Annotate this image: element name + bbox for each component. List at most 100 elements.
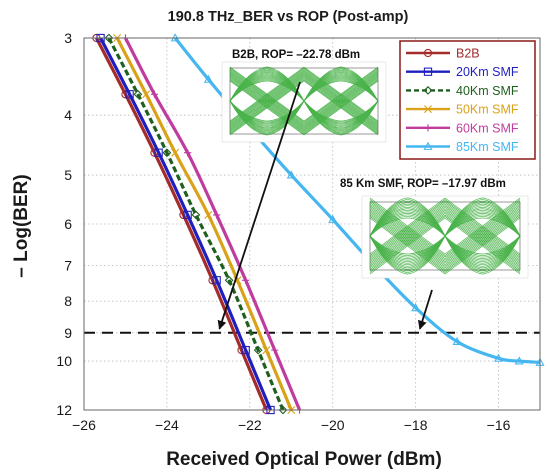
eye-trace (444, 235, 521, 259)
legend-box (399, 40, 536, 160)
eye-trace (369, 235, 446, 263)
x-tick-label: −24 (155, 417, 179, 433)
eye-trace (444, 211, 521, 269)
legend-item-40km-smf: 40Km SMF (406, 84, 519, 98)
eye-trace (229, 100, 305, 136)
eye-trace (369, 235, 446, 267)
eye-trace (229, 75, 305, 102)
eye-trace (303, 73, 379, 102)
plot-frame (83, 37, 541, 411)
eye-trace (369, 214, 446, 272)
x-tick-label: −26 (72, 417, 96, 433)
data-point-60km-smf (150, 90, 159, 98)
eye-trace (229, 74, 305, 102)
eye-traces (369, 197, 521, 275)
data-point-85km-smf (328, 214, 338, 223)
data-point-40km-smf (162, 148, 172, 158)
legend: B2B 20Km SMF 40Km SMF 50Km SMF 60Km SMF 85Km … (399, 40, 536, 160)
eye-trace (303, 80, 379, 102)
eye-trace (303, 76, 379, 102)
eye-trace (369, 235, 446, 264)
eye-trace (369, 211, 446, 269)
eye-trace (369, 206, 446, 237)
eye-trace (229, 78, 305, 134)
data-point-85km-smf (494, 353, 504, 362)
eye-trace (229, 76, 305, 102)
data-point-60km-smf (242, 276, 250, 284)
eye-trace (369, 235, 446, 272)
eye-trace (303, 100, 379, 126)
eye-trace (229, 77, 305, 102)
x-axis-label: Received Optical Power (dBm) (166, 449, 442, 470)
annotation-b2b-label: B2B, ROP= –22.78 dBm (232, 49, 360, 61)
eye-trace (444, 199, 521, 256)
eye-traces (229, 66, 379, 136)
chart-title: 190.8 THz_BER vs ROP (Post-amp) (168, 9, 409, 25)
eye-trace (303, 78, 379, 102)
y-tick-label: 3 (64, 30, 72, 46)
annotation-arrow (217, 81, 301, 330)
legend-label-20km-smf: 20Km SMF (456, 65, 519, 79)
eye-trace (444, 206, 521, 237)
eye-trace (303, 79, 379, 102)
legend-label-60km-smf: 60Km SMF (456, 121, 519, 135)
eye-diagram-b2b-inset (221, 61, 387, 143)
ticks-layer: −26 −24 −22 −20 −18 −16 3 4 5 6 7 8 9 10 12 (56, 30, 510, 433)
eye-trace (303, 74, 379, 102)
eye-trace (303, 100, 379, 136)
annotation-arrow (417, 289, 433, 330)
eye-trace (229, 80, 305, 102)
eye-trace (369, 199, 446, 256)
legend-marker-85km-smf (423, 141, 433, 150)
legend-marker-40km-smf (423, 86, 433, 95)
series-40km-smf (104, 33, 288, 415)
eye-trace (369, 235, 446, 273)
eye-trace (369, 209, 446, 237)
annotation-85km-label: 85 Km SMF, ROP= –17.97 dBm (340, 178, 506, 190)
y-tick-label: 8 (64, 293, 72, 309)
data-point-85km-smf (452, 336, 462, 346)
y-tick-label: 10 (56, 353, 72, 369)
eye-trace (369, 216, 446, 237)
eye-trace (369, 235, 446, 255)
eye-trace (229, 76, 305, 131)
data-point-50km-smf (171, 148, 180, 157)
eye-trace (444, 235, 521, 267)
data-point-50km-smf (204, 210, 213, 219)
data-point-50km-smf (142, 90, 151, 99)
eye-trace (444, 200, 521, 237)
eye-trace (369, 235, 446, 259)
eye-trace (444, 235, 521, 275)
eye-trace (444, 216, 521, 237)
legend-marker-b2b (423, 48, 433, 58)
legend-item-85km-smf: 85Km SMF (406, 140, 519, 154)
eye-trace (369, 213, 446, 270)
legend-marker-50km-smf (424, 105, 432, 114)
y-tick-label: 4 (64, 107, 72, 123)
eye-trace (303, 76, 379, 131)
y-axis-label: – Log(BER) (11, 174, 32, 277)
legend-item-b2b: B2B (406, 47, 480, 61)
eye-trace (444, 211, 521, 237)
eye-trace (444, 208, 521, 237)
eye-trace (369, 211, 446, 237)
eye-trace (444, 205, 521, 237)
eye-trace (444, 213, 521, 270)
eye-trace (444, 217, 521, 237)
y-tick-label: 6 (64, 216, 72, 232)
eye-trace (369, 217, 446, 275)
eye-trace (444, 235, 521, 272)
eye-trace (229, 73, 305, 102)
x-tick-label: −16 (487, 417, 511, 433)
eye-trace (303, 100, 379, 135)
data-point-20km-smf (212, 276, 221, 285)
legend-label-40km-smf: 40Km SMF (456, 84, 519, 98)
eye-trace (229, 79, 305, 135)
eye-trace (369, 197, 446, 255)
eye-trace (303, 100, 379, 123)
data-point-40km-smf (278, 405, 288, 415)
eye-trace (444, 235, 521, 264)
data-point-20km-smf (125, 90, 134, 99)
eye-trace (303, 77, 379, 102)
eye-trace (369, 205, 446, 237)
